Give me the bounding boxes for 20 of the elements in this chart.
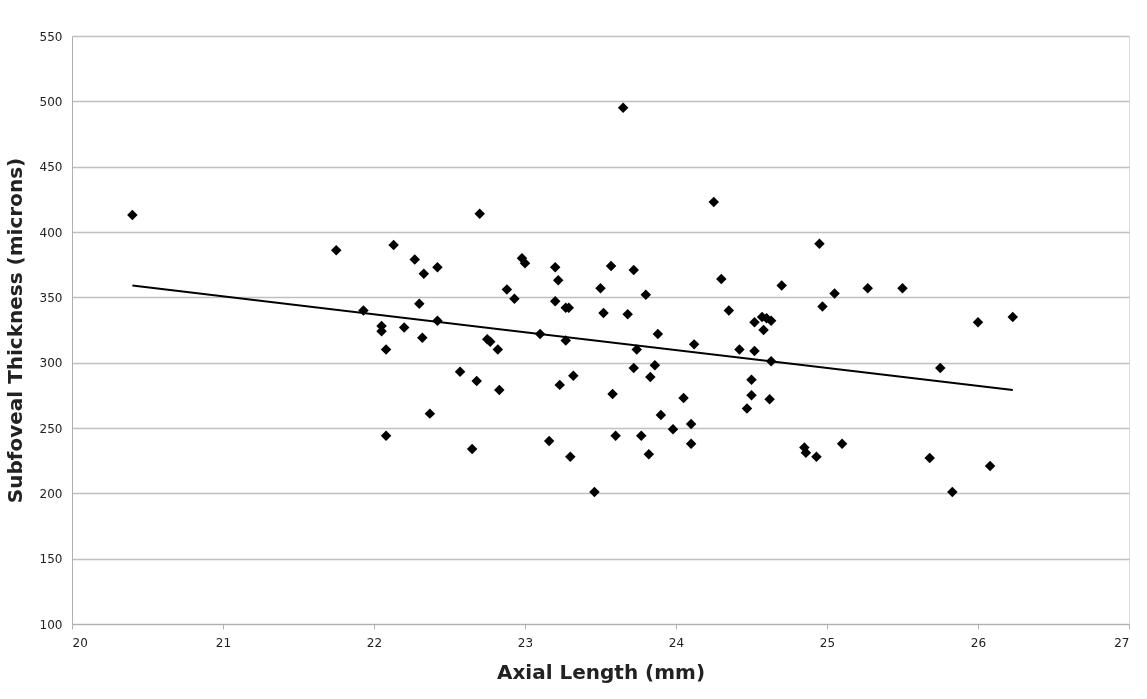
- y-tick-label: 500: [39, 94, 63, 109]
- y-tick-label: 150: [39, 552, 63, 567]
- y-tick-label: 400: [39, 225, 63, 240]
- x-tick-label: 23: [517, 635, 534, 650]
- x-tick-label: 24: [668, 635, 685, 650]
- y-tick-label: 300: [39, 356, 63, 371]
- x-tick-label: 20: [72, 635, 88, 650]
- x-axis-title: Axial Length (mm): [496, 659, 706, 684]
- y-tick-label: 450: [39, 160, 63, 175]
- x-tick-label: 21: [215, 635, 232, 650]
- x-tick-label: 25: [819, 635, 836, 650]
- x-tick-label: 26: [970, 635, 987, 650]
- x-tick-label: 22: [366, 635, 383, 650]
- y-axis-title: Subfoveal Thickness (microns): [2, 157, 27, 504]
- y-tick-label: 350: [39, 290, 63, 305]
- y-tick-label: 250: [39, 421, 63, 436]
- y-tick-label: 100: [39, 617, 63, 632]
- x-tick-label: 27: [1114, 635, 1130, 650]
- y-tick-label: 200: [39, 486, 63, 501]
- y-tick-label: 550: [39, 29, 63, 44]
